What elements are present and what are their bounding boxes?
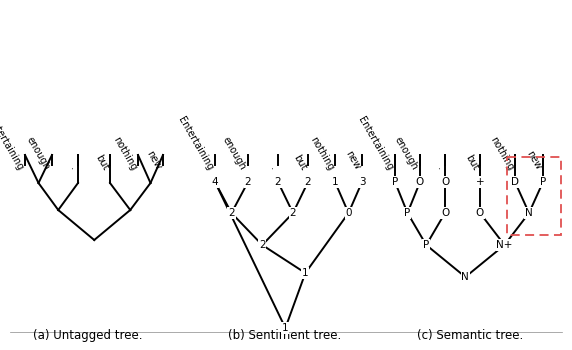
Text: new: new	[343, 149, 362, 172]
Text: Entertaining: Entertaining	[176, 115, 215, 172]
Text: (b) Sentiment tree.: (b) Sentiment tree.	[228, 329, 341, 342]
Text: nothing: nothing	[308, 135, 335, 172]
Text: .: .	[435, 164, 445, 172]
Text: 1: 1	[302, 268, 309, 278]
Text: N: N	[462, 272, 469, 282]
Text: 2: 2	[228, 208, 235, 218]
Text: N+: N+	[496, 240, 513, 250]
Text: enough: enough	[393, 135, 420, 172]
Text: enough: enough	[25, 135, 52, 172]
Text: (a) Untagged tree.: (a) Untagged tree.	[33, 329, 143, 342]
Text: Entertaining: Entertaining	[0, 115, 25, 172]
Text: (c) Semantic tree.: (c) Semantic tree.	[417, 329, 523, 342]
Text: 2: 2	[259, 240, 265, 250]
Text: 1: 1	[332, 177, 338, 187]
Text: but: but	[93, 153, 110, 172]
Text: 2: 2	[275, 177, 281, 187]
Text: +: +	[476, 177, 484, 187]
Text: but: but	[291, 153, 308, 172]
Text: O: O	[476, 208, 484, 218]
Text: 3: 3	[359, 177, 366, 187]
Text: new: new	[524, 149, 543, 172]
Text: Entertaining: Entertaining	[356, 115, 395, 172]
Text: .: .	[68, 164, 78, 172]
Text: 2: 2	[289, 208, 296, 218]
Text: 2: 2	[245, 177, 251, 187]
Text: nothing: nothing	[110, 135, 138, 172]
Text: 4: 4	[212, 177, 219, 187]
Text: O: O	[441, 177, 449, 187]
Text: but: but	[463, 153, 480, 172]
Text: 2: 2	[305, 177, 311, 187]
Text: P: P	[404, 208, 411, 218]
Text: 0: 0	[345, 208, 352, 218]
Text: P: P	[423, 240, 430, 250]
Text: new: new	[144, 149, 163, 172]
Text: P: P	[392, 177, 398, 187]
Text: enough: enough	[221, 135, 248, 172]
Text: O: O	[441, 208, 449, 218]
Text: 1: 1	[282, 323, 289, 333]
Text: nothing: nothing	[488, 135, 515, 172]
Text: O: O	[416, 177, 424, 187]
Text: N: N	[525, 208, 533, 218]
Text: .: .	[268, 164, 278, 172]
Text: P: P	[540, 177, 546, 187]
Text: D: D	[511, 177, 519, 187]
